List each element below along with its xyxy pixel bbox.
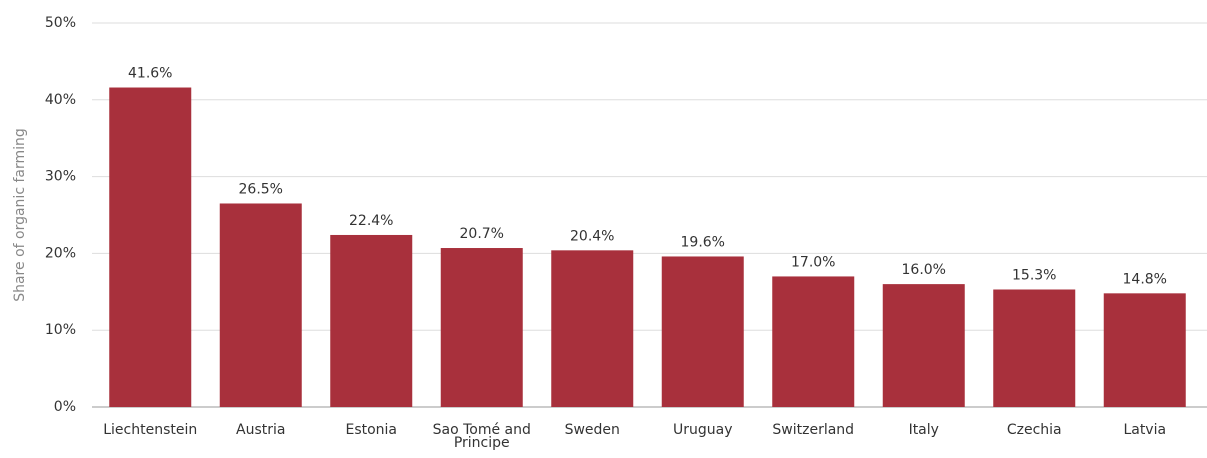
bar bbox=[993, 289, 1076, 407]
value-label: 16.0% bbox=[902, 262, 946, 278]
y-tick-label: 30% bbox=[45, 169, 76, 185]
value-label: 20.7% bbox=[460, 226, 504, 242]
y-tick-label: 10% bbox=[45, 322, 76, 338]
y-tick-label: 20% bbox=[45, 245, 76, 261]
value-label: 26.5% bbox=[239, 181, 283, 197]
x-tick-label: Switzerland bbox=[772, 422, 855, 438]
bar bbox=[661, 256, 744, 407]
y-axis-label: Share of organic farming bbox=[12, 128, 28, 302]
x-tick-label: Italy bbox=[908, 422, 939, 438]
value-label: 14.8% bbox=[1123, 271, 1167, 287]
value-label: 20.4% bbox=[570, 228, 614, 244]
x-tick-label: Liechtenstein bbox=[103, 422, 198, 438]
x-tick-label: Latvia bbox=[1123, 422, 1167, 438]
value-label: 15.3% bbox=[1012, 267, 1056, 283]
x-tick-label: Sao Tomé and Principe bbox=[432, 422, 531, 451]
bar bbox=[219, 203, 302, 407]
y-tick-label: 0% bbox=[54, 399, 76, 415]
bar bbox=[551, 250, 634, 407]
x-tick-label: Uruguay bbox=[673, 422, 733, 438]
value-label: 19.6% bbox=[681, 234, 725, 250]
value-label: 22.4% bbox=[349, 213, 393, 229]
bar bbox=[1103, 293, 1186, 407]
bar bbox=[330, 234, 413, 407]
value-label: 17.0% bbox=[791, 254, 835, 270]
x-tick-label: Estonia bbox=[345, 422, 398, 438]
bar bbox=[440, 248, 523, 407]
bar bbox=[882, 284, 965, 407]
y-tick-label: 50% bbox=[45, 15, 76, 31]
value-label: 41.6% bbox=[128, 66, 172, 82]
bar bbox=[772, 276, 855, 407]
bar bbox=[109, 87, 192, 408]
x-tick-label: Austria bbox=[236, 422, 286, 438]
x-tick-label: Czechia bbox=[1006, 422, 1062, 438]
y-tick-label: 40% bbox=[45, 92, 76, 108]
x-tick-label: Sweden bbox=[564, 422, 620, 438]
